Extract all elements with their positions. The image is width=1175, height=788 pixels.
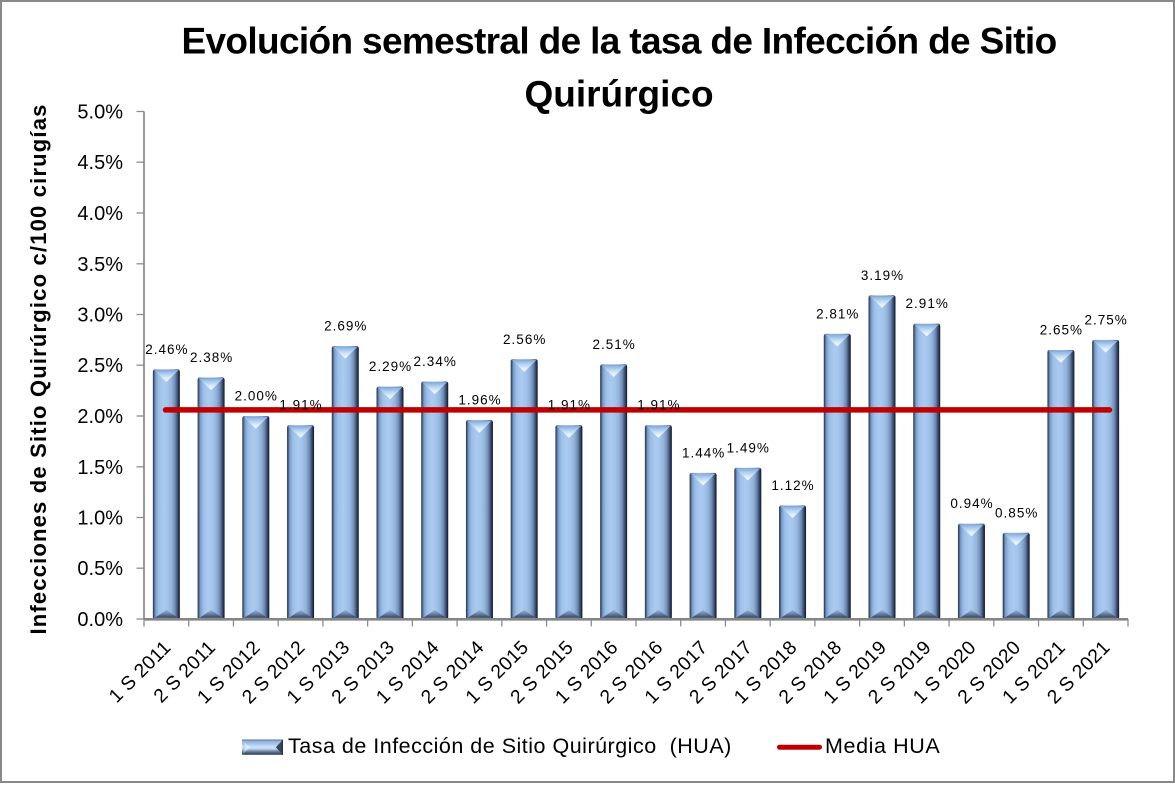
svg-text:Evolución semestral de la tasa: Evolución semestral de la tasa de Infecc… [181, 21, 1056, 62]
svg-text:0.94%: 0.94% [950, 496, 993, 511]
svg-text:4.5%: 4.5% [77, 152, 123, 174]
svg-text:1.12%: 1.12% [771, 478, 814, 493]
svg-text:3.19%: 3.19% [861, 268, 904, 283]
svg-text:2.51%: 2.51% [592, 337, 635, 352]
svg-text:Tasa de Infección de Sitio Qui: Tasa de Infección de Sitio Quirúrgico (H… [288, 734, 732, 758]
svg-text:Infecciones de Sitio Quirúrgic: Infecciones de Sitio Quirúrgico c/100 ci… [26, 103, 51, 634]
svg-text:3.0%: 3.0% [77, 305, 123, 327]
svg-text:1.91%: 1.91% [548, 398, 591, 413]
svg-text:2.0%: 2.0% [77, 406, 123, 428]
svg-text:3.5%: 3.5% [77, 254, 123, 276]
svg-text:2.75%: 2.75% [1084, 313, 1127, 328]
svg-text:2.46%: 2.46% [145, 342, 188, 357]
svg-text:1.91%: 1.91% [279, 398, 322, 413]
svg-text:Media HUA: Media HUA [825, 734, 940, 758]
svg-text:2.56%: 2.56% [503, 332, 546, 347]
svg-text:2.29%: 2.29% [369, 359, 412, 374]
svg-text:1.96%: 1.96% [458, 393, 501, 408]
svg-text:0.0%: 0.0% [77, 609, 123, 631]
svg-text:1.44%: 1.44% [682, 445, 725, 460]
svg-text:Quirúrgico: Quirúrgico [524, 74, 713, 115]
svg-text:2.65%: 2.65% [1040, 323, 1083, 338]
svg-text:2.34%: 2.34% [414, 354, 457, 369]
svg-text:2.91%: 2.91% [906, 296, 949, 311]
svg-text:1.5%: 1.5% [77, 457, 123, 479]
svg-text:1.91%: 1.91% [637, 398, 680, 413]
svg-text:5.0%: 5.0% [77, 102, 123, 124]
svg-text:2.5%: 2.5% [77, 355, 123, 377]
svg-text:0.85%: 0.85% [995, 505, 1038, 520]
svg-text:2.69%: 2.69% [324, 319, 367, 334]
svg-text:4.0%: 4.0% [77, 203, 123, 225]
svg-text:2.38%: 2.38% [190, 350, 233, 365]
svg-text:2.00%: 2.00% [235, 389, 278, 404]
svg-text:1.0%: 1.0% [77, 508, 123, 530]
svg-text:1.49%: 1.49% [727, 440, 770, 455]
svg-text:0.5%: 0.5% [77, 558, 123, 580]
svg-text:2.81%: 2.81% [816, 306, 859, 321]
